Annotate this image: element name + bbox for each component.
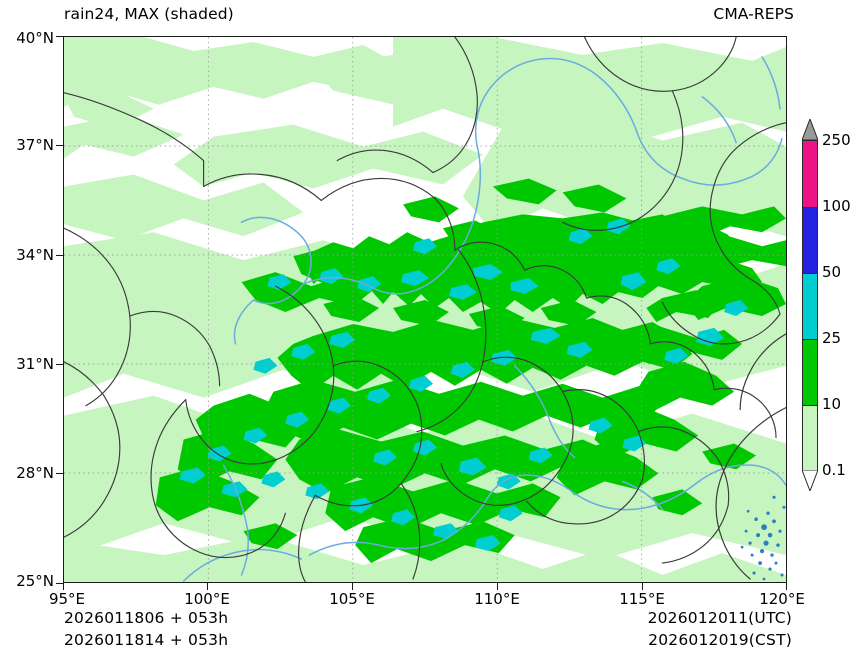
colorbar[interactable] xyxy=(802,140,818,471)
x-tick-3 xyxy=(497,583,498,590)
colorbar-label-50: 50 xyxy=(822,263,842,281)
footer-valid-time-utc: 2026012011(UTC) xyxy=(647,609,792,627)
x-axis-label-4: 115°E xyxy=(619,590,665,608)
colorbar-sep-2 xyxy=(803,273,817,274)
colorbar-extend-top-icon xyxy=(802,119,818,140)
precipitation-map-svg xyxy=(64,37,786,582)
x-tick-4 xyxy=(642,583,643,590)
colorbar-segment-100-250 xyxy=(803,141,817,207)
x-axis-label-3: 110°E xyxy=(474,590,520,608)
x-axis-label-0: 95°E xyxy=(48,590,86,608)
y-tick-4 xyxy=(56,473,63,474)
y-axis-label-5: 25°N xyxy=(16,572,54,590)
colorbar-label-100: 100 xyxy=(822,197,851,215)
model-name-label: CMA-REPS xyxy=(713,5,794,23)
x-tick-1 xyxy=(207,583,208,590)
colorbar-segment-0.1-10 xyxy=(803,405,817,471)
x-tick-2 xyxy=(352,583,353,590)
colorbar-label-25: 25 xyxy=(822,329,842,347)
footer-init-time-cst: 2026011814 + 053h xyxy=(64,631,229,649)
colorbar-segment-25-50 xyxy=(803,273,817,339)
colorbar-label-250: 250 xyxy=(822,131,851,149)
colorbar-sep-4 xyxy=(803,405,817,406)
colorbar-segment-10-25 xyxy=(803,339,817,405)
page-title: rain24, MAX (shaded) xyxy=(64,5,234,23)
colorbar-label-0.1: 0.1 xyxy=(822,461,846,479)
y-tick-3 xyxy=(56,364,63,365)
y-tick-5 xyxy=(56,583,63,584)
colorbar-segment-50-100 xyxy=(803,207,817,273)
x-axis-label-2: 105°E xyxy=(329,590,375,608)
y-axis-label-2: 34°N xyxy=(16,246,54,264)
x-tick-0 xyxy=(63,583,64,590)
map-canvas xyxy=(64,37,786,582)
x-axis-label-1: 100°E xyxy=(184,590,230,608)
footer-valid-time-cst: 2026012019(CST) xyxy=(648,631,792,649)
y-axis-label-3: 31°N xyxy=(16,355,54,373)
y-axis-label-4: 28°N xyxy=(16,464,54,482)
x-axis-label-5: 120°E xyxy=(759,590,805,608)
colorbar-sep-1 xyxy=(803,207,817,208)
y-tick-0 xyxy=(56,36,63,37)
y-axis-label-1: 37°N xyxy=(16,136,54,154)
colorbar-extend-bottom-icon xyxy=(802,470,818,491)
map-plot-area[interactable] xyxy=(63,36,787,583)
x-tick-5 xyxy=(786,583,787,590)
y-tick-2 xyxy=(56,255,63,256)
colorbar-sep-3 xyxy=(803,339,817,340)
y-tick-1 xyxy=(56,145,63,146)
footer-init-time-utc: 2026011806 + 053h xyxy=(64,609,229,627)
colorbar-label-10: 10 xyxy=(822,395,842,413)
y-axis-label-0: 40°N xyxy=(16,29,54,47)
